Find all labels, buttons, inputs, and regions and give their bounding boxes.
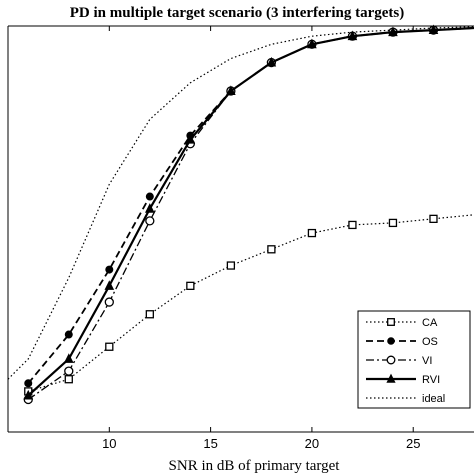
data-point-square (388, 218, 398, 228)
data-point-square (105, 342, 114, 351)
data-point-open-circle (145, 216, 155, 226)
legend-item-ideal: ideal (366, 393, 445, 405)
data-point-open-circle (386, 355, 396, 365)
legend: CA OS VI RVI ideal (357, 310, 471, 409)
data-point-square (429, 214, 438, 224)
data-point-triangle (347, 30, 358, 41)
series-line-ca (28, 214, 474, 392)
x-axis-ticks: 10 15 20 25 (102, 26, 420, 451)
data-point-open-circle (104, 297, 114, 307)
legend-label: CA (422, 317, 438, 329)
x-axis-label: SNR in dB of primary target (169, 458, 341, 474)
x-tick-label: 20 (305, 436, 319, 451)
data-point-square (186, 281, 195, 290)
legend-item-os: OS (366, 336, 438, 348)
x-tick-label: 10 (102, 436, 116, 451)
legend-label: ideal (422, 393, 445, 405)
legend-item-rvi: RVI (366, 373, 440, 386)
data-point-filled-circle (105, 265, 114, 274)
legend-label: VI (422, 355, 432, 367)
chart-title: PD in multiple target scenario (3 interf… (70, 5, 405, 21)
data-point-square (145, 310, 154, 319)
legend-label: OS (422, 336, 438, 348)
data-point-square (64, 375, 73, 384)
data-point-triangle (63, 353, 74, 363)
data-point-triangle (185, 134, 196, 144)
data-point-triangle (386, 373, 396, 383)
data-point-filled-circle (64, 330, 73, 339)
data-point-triangle (145, 203, 155, 213)
data-point-filled-circle (24, 379, 33, 388)
data-point-square (226, 261, 236, 270)
data-point-triangle (104, 280, 115, 290)
data-point-triangle (428, 24, 439, 35)
data-point-square (387, 318, 395, 326)
data-point-square (348, 220, 357, 230)
data-point-triangle (388, 26, 398, 37)
plot-frame (7, 25, 474, 433)
legend-item-vi: VI (366, 355, 432, 367)
data-point-open-circle (64, 366, 74, 376)
data-point-filled-circle (387, 337, 395, 345)
data-point-square (307, 228, 317, 238)
series-line-ideal (7, 26, 474, 380)
x-tick-label: 15 (203, 436, 217, 451)
data-point-triangle (226, 85, 236, 95)
series-layer (7, 24, 474, 405)
legend-item-ca: CA (366, 317, 438, 329)
legend-label: RVI (422, 374, 440, 386)
data-point-triangle (23, 389, 34, 400)
data-point-square (267, 245, 276, 254)
data-point-triangle (266, 56, 277, 67)
series-ideal (7, 26, 474, 380)
x-tick-label: 25 (406, 436, 420, 451)
series-line-rvi (27, 26, 474, 397)
data-point-filled-circle (145, 192, 154, 201)
data-point-triangle (307, 38, 317, 49)
series-rvi (23, 24, 474, 400)
